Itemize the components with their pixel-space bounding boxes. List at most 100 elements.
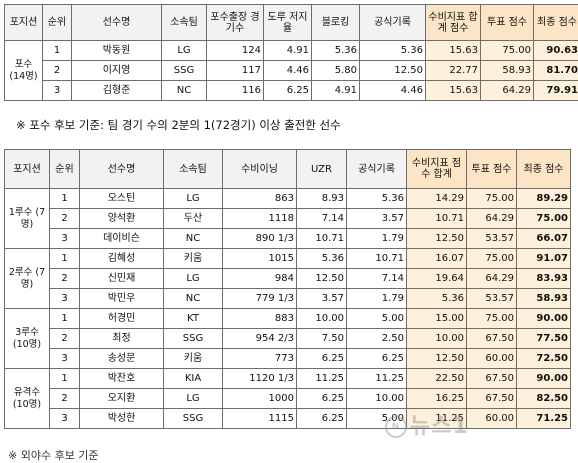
column-header: 공식기록 — [347, 150, 407, 189]
final-score-cell: 83.93 — [517, 269, 571, 289]
team-cell: KIA — [164, 369, 223, 389]
column-header: 블로킹 — [312, 5, 360, 41]
final-score-cell: 72.50 — [517, 349, 571, 369]
rank-cell: 2 — [50, 389, 80, 409]
innings-cell: 779 1/3 — [223, 289, 297, 309]
position-cell: 2루수 (7명) — [5, 249, 50, 309]
vote-score-cell: 67.50 — [467, 389, 517, 409]
column-header: 수비이닝 — [223, 150, 297, 189]
rank-cell: 3 — [50, 229, 80, 249]
final-score-cell: 79.91 — [534, 81, 578, 101]
rank-cell: 2 — [50, 209, 80, 229]
final-score-cell: 75.00 — [517, 209, 571, 229]
player-name-cell: 이지영 — [72, 61, 162, 81]
player-name-cell: 김혜성 — [80, 249, 164, 269]
rank-cell: 2 — [43, 61, 72, 81]
uzr-cell: 6.25 — [297, 349, 347, 369]
team-cell: SSG — [164, 329, 223, 349]
column-header: 최종 점수 — [534, 5, 578, 41]
rank-cell: 2 — [50, 269, 80, 289]
final-score-cell: 77.50 — [517, 329, 571, 349]
uzr-cell: 3.57 — [297, 289, 347, 309]
uzr-cell: 7.14 — [297, 209, 347, 229]
outfielder-criteria-note: ※ 외야수 후보 기준 — [8, 447, 99, 463]
games-cell: 116 — [207, 81, 264, 101]
defense-score-cell: 16.25 — [407, 389, 467, 409]
caught-stealing-cell: 6.25 — [264, 81, 312, 101]
fielder-header-row: 포지션 순위 선수명 소속팀 수비이닝 UZR 공식기록 수비지표 점수 합계 … — [5, 150, 571, 189]
position-cell: 3루수 (10명) — [5, 309, 50, 369]
uzr-cell: 11.25 — [297, 369, 347, 389]
column-header: 소속팀 — [164, 150, 223, 189]
defense-score-cell: 10.71 — [407, 209, 467, 229]
final-score-cell: 81.70 — [534, 61, 578, 81]
team-cell: KT — [164, 309, 223, 329]
rank-cell: 3 — [43, 81, 72, 101]
uzr-cell: 12.50 — [297, 269, 347, 289]
rank-cell: 3 — [50, 349, 80, 369]
defense-score-cell: 15.63 — [426, 81, 481, 101]
vote-score-cell: 64.29 — [467, 269, 517, 289]
official-record-cell: 10.00 — [347, 389, 407, 409]
column-header: 선수명 — [72, 5, 162, 41]
vote-score-cell: 60.00 — [467, 349, 517, 369]
vote-score-cell: 75.00 — [467, 309, 517, 329]
official-record-cell: 1.79 — [347, 289, 407, 309]
defense-score-cell: 12.50 — [407, 229, 467, 249]
final-score-cell: 90.63 — [534, 41, 578, 61]
rank-cell: 1 — [50, 249, 80, 269]
official-record-cell: 2.50 — [347, 329, 407, 349]
official-record-cell: 5.36 — [360, 41, 426, 61]
fielder-stats-table: 포지션 순위 선수명 소속팀 수비이닝 UZR 공식기록 수비지표 점수 합계 … — [4, 149, 571, 429]
official-record-cell: 6.25 — [347, 349, 407, 369]
defense-score-cell: 14.29 — [407, 189, 467, 209]
innings-cell: 1000 — [223, 389, 297, 409]
player-name-cell: 데이비슨 — [80, 229, 164, 249]
team-cell: LG — [164, 389, 223, 409]
column-header: 수비지표 합계 점수 — [426, 5, 481, 41]
official-record-cell: 7.14 — [347, 269, 407, 289]
vote-score-cell: 75.00 — [467, 189, 517, 209]
final-score-cell: 82.50 — [517, 389, 571, 409]
team-cell: SSG — [164, 409, 223, 429]
innings-cell: 984 — [223, 269, 297, 289]
team-cell: 키움 — [164, 249, 223, 269]
uzr-cell: 5.36 — [297, 249, 347, 269]
blocking-cell: 5.36 — [312, 41, 360, 61]
defense-score-cell: 15.00 — [407, 309, 467, 329]
defense-score-cell: 19.64 — [407, 269, 467, 289]
innings-cell: 890 1/3 — [223, 229, 297, 249]
player-name-cell: 오지환 — [80, 389, 164, 409]
official-record-cell: 5.36 — [347, 189, 407, 209]
rank-cell: 3 — [50, 289, 80, 309]
vote-score-cell: 75.00 — [467, 249, 517, 269]
blocking-cell: 5.80 — [312, 61, 360, 81]
column-header: 투표 점수 — [467, 150, 517, 189]
official-record-cell: 5.00 — [347, 309, 407, 329]
uzr-cell: 6.25 — [297, 389, 347, 409]
official-record-cell: 11.25 — [347, 369, 407, 389]
column-header: 포수출장 경기수 — [207, 5, 264, 41]
final-score-cell: 90.00 — [517, 309, 571, 329]
team-cell: LG — [164, 189, 223, 209]
catcher-stats-table: 포지션 순위 선수명 소속팀 포수출장 경기수 도루 저지율 블로킹 공식기록 … — [4, 4, 578, 101]
innings-cell: 773 — [223, 349, 297, 369]
player-name-cell: 박동원 — [72, 41, 162, 61]
column-header: 도루 저지율 — [264, 5, 312, 41]
vote-score-cell: 67.50 — [467, 369, 517, 389]
team-cell: NC — [164, 229, 223, 249]
player-name-cell: 오스틴 — [80, 189, 164, 209]
team-cell: 키움 — [164, 349, 223, 369]
innings-cell: 863 — [223, 189, 297, 209]
player-name-cell: 박민우 — [80, 289, 164, 309]
team-cell: SSG — [162, 61, 207, 81]
games-cell: 124 — [207, 41, 264, 61]
